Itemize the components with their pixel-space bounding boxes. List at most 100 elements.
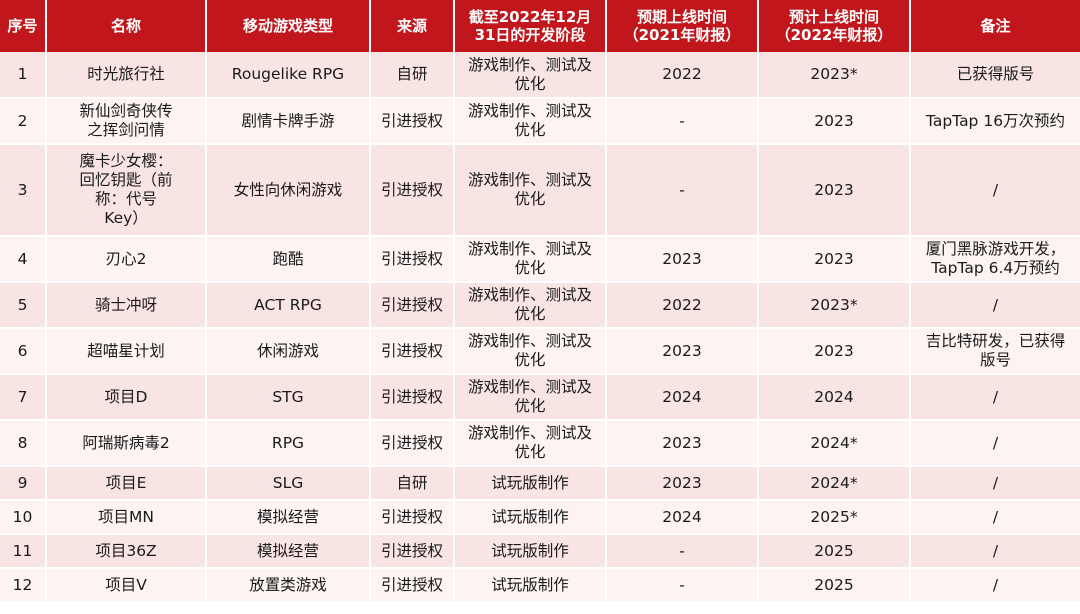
header-index: 序号 (0, 0, 47, 52)
cell-source: 引进授权 (370, 236, 455, 283)
table-header: 序号 名称 移动游戏类型 来源 截至2022年12月 31日的开发阶段 预期上线… (0, 0, 1080, 52)
cell-dev-stage: 试玩版制作 (454, 466, 607, 501)
cell-expected-2021: 2024 (606, 374, 759, 421)
cell-index: 6 (0, 328, 47, 375)
cell-expected-2022: 2025 (758, 534, 911, 569)
cell-text: 2022 (662, 65, 702, 83)
cell-game-type: 休闲游戏 (206, 328, 371, 375)
header-row: 序号 名称 移动游戏类型 来源 截至2022年12月 31日的开发阶段 预期上线… (0, 0, 1080, 52)
cell-text: 游戏制作、测试及 优化 (467, 286, 592, 323)
cell-text: 项目V (105, 575, 147, 594)
cell-text: 2024 (814, 387, 854, 406)
cell-index: 5 (0, 282, 47, 329)
header-game-type: 移动游戏类型 (206, 0, 371, 52)
cell-text: 2023* (810, 295, 858, 314)
cell-game-type: 模拟经营 (206, 534, 371, 569)
cell-text: ACT RPG (254, 295, 322, 314)
cell-expected-2021: 2023 (606, 466, 759, 501)
cell-text: / (992, 541, 999, 560)
cell-dev-stage: 试玩版制作 (454, 500, 607, 535)
cell-name: 超喵星计划 (46, 328, 207, 375)
cell-expected-2022: 2025 (758, 568, 911, 603)
cell-text: 1 (17, 65, 28, 83)
cell-name: 项目E (46, 466, 207, 501)
cell-source: 引进授权 (370, 534, 455, 569)
cell-text: 新仙剑奇侠传 之挥剑问情 (79, 102, 173, 139)
cell-game-type: 女性向休闲游戏 (206, 144, 371, 237)
cell-text: / (992, 387, 999, 406)
cell-game-type: RPG (206, 420, 371, 467)
cell-text: 项目D (104, 387, 148, 406)
cell-text: 11 (12, 541, 33, 560)
cell-dev-stage: 试玩版制作 (454, 568, 607, 603)
table-row: 7 项目D STG 引进授权 游戏制作、测试及 优化 2024 2024 / (0, 374, 1080, 421)
cell-source: 引进授权 (370, 144, 455, 237)
cell-text: RPG (271, 433, 305, 452)
table-row: 4 刃心2 跑酷 引进授权 游戏制作、测试及 优化 2023 2023 厦门黑脉游戏开发， T… (0, 236, 1080, 283)
cell-text: 游戏制作、测试及 优化 (467, 240, 592, 277)
cell-game-type: 放置类游戏 (206, 568, 371, 603)
cell-index: 12 (0, 568, 47, 603)
cell-text: 自研 (396, 473, 428, 492)
cell-expected-2022: 2023 (758, 328, 911, 375)
cell-dev-stage: 游戏制作、测试及 优化 (454, 328, 607, 375)
cell-source: 引进授权 (370, 374, 455, 421)
cell-game-type: SLG (206, 466, 371, 501)
cell-text: 引进授权 (380, 507, 443, 526)
cell-game-type: 剧情卡牌手游 (206, 98, 371, 145)
cell-text: - (679, 180, 685, 199)
cell-text: 骑士冲呀 (94, 295, 157, 314)
cell-expected-2021: - (606, 568, 759, 603)
table-row: 6 超喵星计划 休闲游戏 引进授权 游戏制作、测试及 优化 2023 2023 吉比特研发，已… (0, 328, 1080, 375)
header-expected-launch-2022: 预计上线时间 （2022年财报） (758, 0, 911, 52)
cell-text: 6 (17, 341, 28, 360)
cell-text: 剧情卡牌手游 (241, 111, 335, 130)
cell-text: 超喵星计划 (87, 341, 165, 360)
cell-game-type: 模拟经营 (206, 500, 371, 535)
table-row: 3 魔卡少女樱： 回忆钥匙（前 称：代号 Key） 女性向休闲游戏 引进授权 游戏制作、… (0, 144, 1080, 237)
cell-name: 项目MN (46, 500, 207, 535)
cell-text: 2025 (814, 575, 854, 594)
cell-text: 引进授权 (380, 575, 443, 594)
cell-text: 2024* (810, 433, 858, 452)
cell-text: 引进授权 (380, 111, 443, 130)
cell-dev-stage: 游戏制作、测试及 优化 (454, 98, 607, 145)
cell-name: 项目36Z (46, 534, 207, 569)
cell-name: 阿瑞斯病毒2 (46, 420, 207, 467)
cell-text: 游戏制作、测试及 优化 (467, 55, 592, 93)
cell-text: 试玩版制作 (491, 507, 569, 526)
cell-text: 休闲游戏 (256, 341, 319, 360)
cell-text: 模拟经营 (256, 507, 319, 526)
cell-text: / (992, 295, 999, 314)
cell-text: 2023 (662, 473, 702, 492)
table-row: 5 骑士冲呀 ACT RPG 引进授权 游戏制作、测试及 优化 2022 2023* / (0, 282, 1080, 329)
cell-remarks: / (910, 568, 1080, 603)
cell-text: 放置类游戏 (249, 575, 327, 594)
cell-text: 游戏制作、测试及 优化 (467, 332, 592, 369)
cell-dev-stage: 游戏制作、测试及 优化 (454, 144, 607, 237)
cell-remarks: TapTap 16万次预约 (910, 98, 1080, 145)
cell-text: 试玩版制作 (491, 541, 569, 560)
cell-remarks: / (910, 534, 1080, 569)
cell-text: 引进授权 (380, 249, 443, 268)
header-name: 名称 (46, 0, 207, 52)
cell-text: 已获得版号 (956, 65, 1035, 83)
cell-text: 2023 (814, 111, 854, 130)
cell-expected-2022: 2023 (758, 236, 911, 283)
cell-index: 9 (0, 466, 47, 501)
cell-index: 8 (0, 420, 47, 467)
cell-text: 引进授权 (380, 341, 443, 360)
cell-text: / (992, 507, 999, 526)
cell-text: 魔卡少女樱： 回忆钥匙（前 称：代号 Key） (79, 152, 173, 227)
cell-text: SLG (272, 473, 304, 492)
cell-text: 10 (12, 507, 33, 526)
cell-text: 引进授权 (380, 541, 443, 560)
cell-expected-2022: 2024* (758, 466, 911, 501)
cell-index: 4 (0, 236, 47, 283)
cell-text: Rougelike RPG (231, 65, 345, 83)
cell-index: 1 (0, 52, 47, 99)
cell-name: 项目D (46, 374, 207, 421)
cell-text: 2023 (814, 341, 854, 360)
header-source: 来源 (370, 0, 455, 52)
cell-source: 引进授权 (370, 98, 455, 145)
